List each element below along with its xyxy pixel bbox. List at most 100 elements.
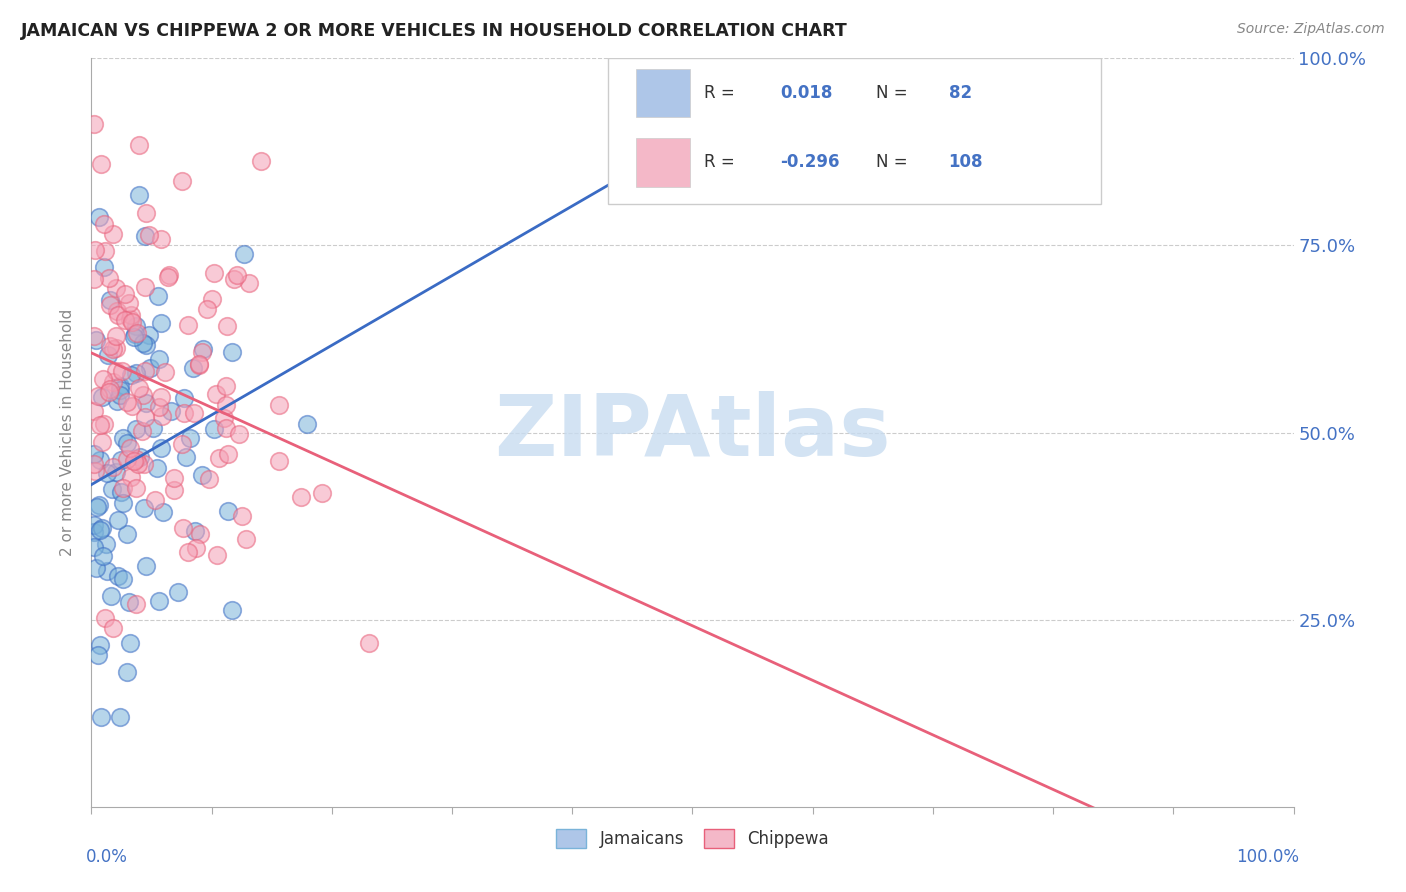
Point <box>83 464 105 478</box>
Point <box>124 327 146 342</box>
Point <box>86 500 108 515</box>
Point <box>108 710 131 724</box>
Point <box>107 513 129 527</box>
Point <box>115 527 138 541</box>
Point <box>134 364 156 378</box>
Point <box>125 319 148 334</box>
Point <box>107 308 129 322</box>
Point <box>117 452 139 467</box>
Point <box>143 493 166 508</box>
Point <box>94 244 117 258</box>
Point <box>184 524 207 538</box>
Point <box>148 400 170 414</box>
Point <box>93 218 115 232</box>
Point <box>98 339 121 353</box>
Point <box>115 435 138 450</box>
Point <box>208 450 231 465</box>
Point <box>173 391 195 405</box>
Point <box>83 457 105 471</box>
Point <box>127 457 149 471</box>
Point <box>153 365 176 379</box>
Point <box>217 504 239 518</box>
Text: 108: 108 <box>949 153 983 171</box>
Point <box>221 345 243 359</box>
Text: 82: 82 <box>949 84 972 102</box>
Point <box>83 525 105 540</box>
Point <box>90 157 112 171</box>
Point <box>226 268 249 282</box>
Point <box>148 594 170 608</box>
Point <box>156 270 179 285</box>
Point <box>172 521 194 535</box>
Point <box>114 313 136 327</box>
Text: N =: N = <box>876 84 908 102</box>
Point <box>118 441 141 455</box>
Point <box>89 453 111 467</box>
Point <box>121 399 143 413</box>
Point <box>117 665 139 679</box>
Point <box>205 548 228 562</box>
Point <box>181 361 204 376</box>
Point <box>100 483 122 497</box>
Point <box>125 597 148 611</box>
Point <box>290 491 312 505</box>
Point <box>311 485 333 500</box>
Point <box>87 648 110 662</box>
Point <box>94 611 117 625</box>
Point <box>132 388 155 402</box>
Point <box>135 338 157 352</box>
Text: -0.296: -0.296 <box>780 153 839 171</box>
Point <box>89 210 111 224</box>
Point <box>91 435 114 450</box>
Point <box>183 406 205 420</box>
Point <box>108 383 131 397</box>
Point <box>179 431 201 445</box>
Point <box>125 421 148 435</box>
Point <box>83 272 105 286</box>
Point <box>191 467 214 482</box>
Point <box>163 471 186 485</box>
Bar <box>636 69 690 117</box>
Point <box>146 461 169 475</box>
Point <box>91 372 114 386</box>
Point <box>187 357 209 371</box>
Point <box>249 153 271 168</box>
Point <box>152 505 174 519</box>
FancyBboxPatch shape <box>609 58 1101 204</box>
Point <box>122 453 145 467</box>
Point <box>215 421 238 435</box>
Point <box>114 286 136 301</box>
Point <box>173 406 195 420</box>
Point <box>104 364 127 378</box>
Point <box>221 603 243 617</box>
Point <box>96 467 118 481</box>
Point <box>97 348 120 362</box>
Point <box>103 621 125 635</box>
Point <box>111 364 134 378</box>
Point <box>83 447 105 461</box>
Bar <box>636 138 690 186</box>
Point <box>174 450 197 464</box>
Point <box>202 422 225 436</box>
Text: N =: N = <box>876 153 908 171</box>
Point <box>132 336 155 351</box>
Point <box>177 318 200 332</box>
Point <box>135 559 157 574</box>
Point <box>138 227 160 242</box>
Point <box>149 231 172 245</box>
Point <box>202 266 225 280</box>
Point <box>101 342 124 356</box>
Point <box>98 385 121 400</box>
Point <box>127 326 149 340</box>
Point <box>89 523 111 537</box>
Point <box>128 188 150 202</box>
Point <box>93 260 115 275</box>
Point <box>228 427 250 442</box>
Point <box>295 417 318 431</box>
Point <box>98 298 121 312</box>
Point <box>118 636 141 650</box>
Point <box>195 301 218 316</box>
Point <box>110 485 132 500</box>
Text: 100.0%: 100.0% <box>1236 848 1299 866</box>
Point <box>134 229 156 244</box>
